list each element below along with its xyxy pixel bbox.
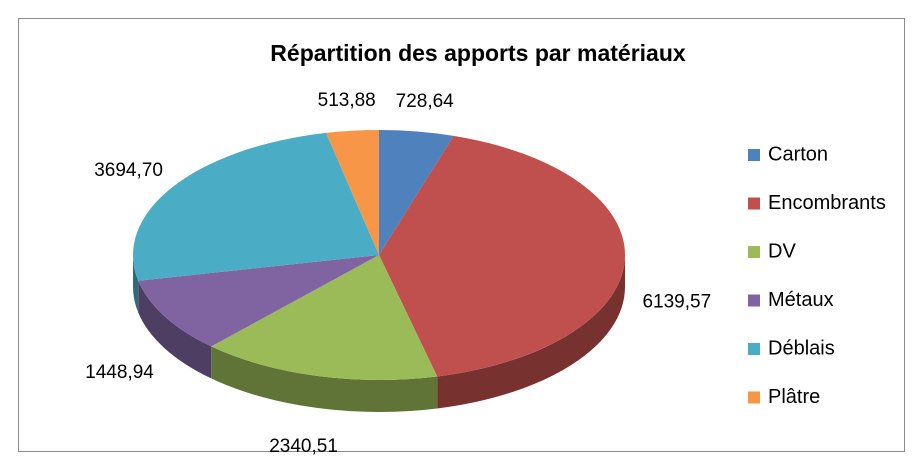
data-label: 3694,70	[94, 160, 163, 181]
legend-swatch	[748, 391, 760, 404]
pie-side	[138, 280, 212, 379]
pie-slice	[379, 130, 454, 255]
pie-slice	[379, 135, 625, 377]
pie-side	[133, 255, 139, 313]
pie-side	[211, 346, 438, 412]
legend-label: Carton	[768, 143, 828, 165]
pie-slice	[211, 255, 438, 380]
legend-swatch	[748, 294, 760, 307]
chart-title: Répartition des apports par matériaux	[270, 40, 686, 66]
legend-label: Encombrants	[768, 192, 886, 214]
legend-swatch	[748, 197, 760, 210]
data-label: 1448,94	[85, 362, 154, 383]
legend-swatch	[748, 343, 760, 355]
legend-label: DV	[768, 240, 796, 262]
pie-slice	[325, 130, 379, 255]
data-label: 513,88	[318, 90, 376, 111]
pie-slice	[138, 255, 379, 347]
legend-swatch	[748, 246, 760, 258]
data-label: 2340,51	[269, 436, 338, 457]
pie-slice	[133, 132, 379, 281]
legend-label: Métaux	[768, 289, 834, 311]
legend-swatch	[748, 149, 760, 161]
data-label: 728,64	[396, 91, 455, 112]
pie-side	[437, 255, 625, 409]
legend-label: Déblais	[768, 337, 835, 359]
legend-label: Plâtre	[768, 386, 820, 408]
data-label: 6139,57	[642, 291, 711, 312]
